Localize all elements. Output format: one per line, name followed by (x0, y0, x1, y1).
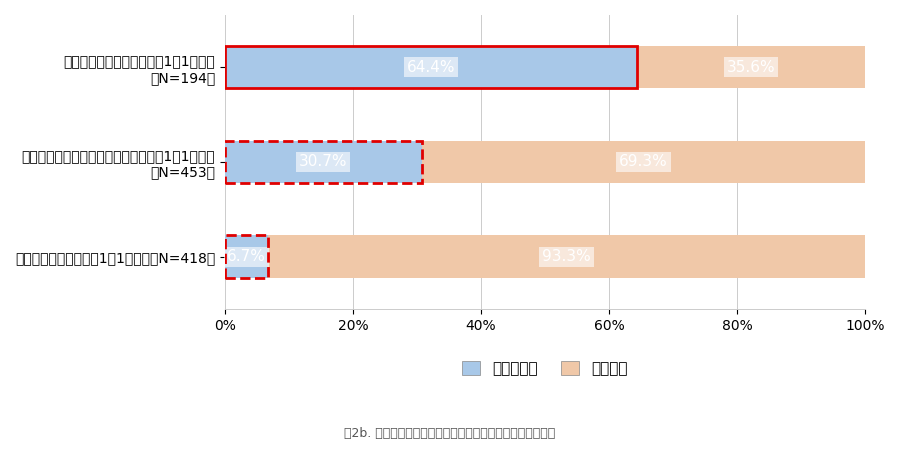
Bar (225, 235, 268, 278)
Bar (225, 46, 637, 88)
Bar (225, 141, 421, 183)
Text: 図2b. 情報収集・発信頻度別バーチャルショップの認知有無: 図2b. 情報収集・発信頻度別バーチャルショップの認知有無 (345, 427, 555, 440)
Text: 35.6%: 35.6% (727, 60, 776, 75)
Bar (225, 46, 637, 88)
Text: 6.7%: 6.7% (227, 249, 266, 264)
Bar (637, 46, 865, 88)
Bar (225, 235, 268, 278)
Legend: 知っている, 知らない: 知っている, 知らない (454, 353, 635, 383)
Bar (421, 141, 865, 183)
Text: 64.4%: 64.4% (407, 60, 455, 75)
Text: 69.3%: 69.3% (619, 154, 668, 169)
Text: 30.7%: 30.7% (299, 154, 347, 169)
Bar (268, 235, 865, 278)
Text: 93.3%: 93.3% (542, 249, 591, 264)
Bar (225, 141, 421, 183)
